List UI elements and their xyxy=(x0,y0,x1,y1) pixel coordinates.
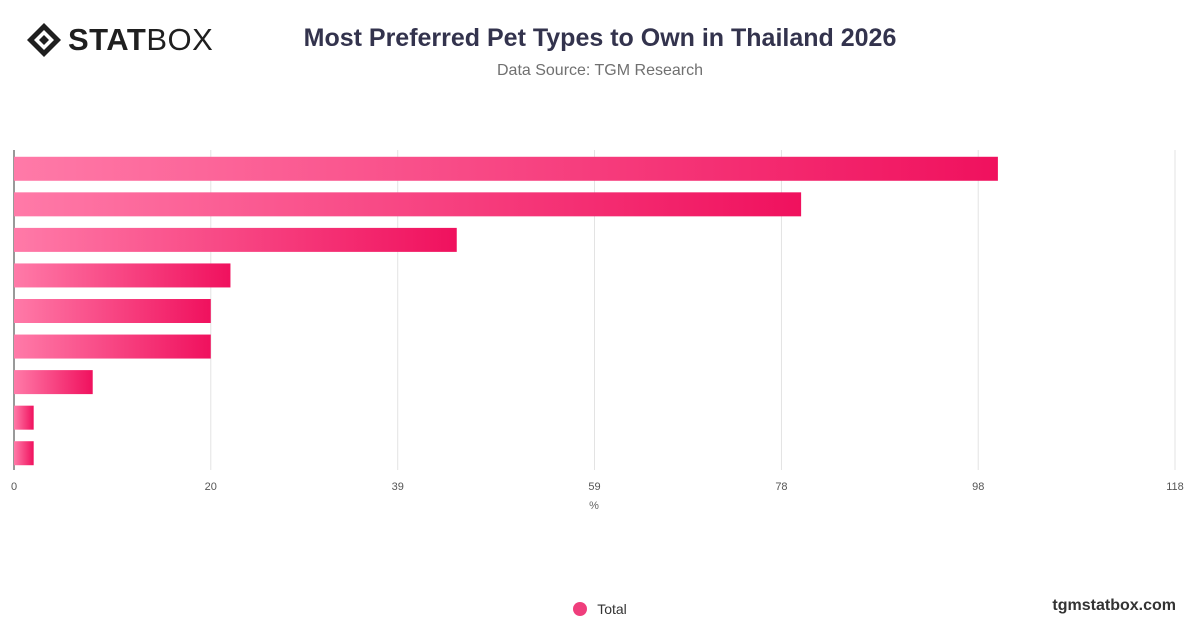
bar[interactable] xyxy=(14,227,457,252)
bar[interactable] xyxy=(14,156,998,181)
statbox-diamond-icon xyxy=(27,23,61,57)
bar[interactable] xyxy=(14,299,211,323)
bar[interactable] xyxy=(14,441,34,466)
x-tick-label: 0 xyxy=(11,481,17,493)
statbox-logo: STATBOX xyxy=(26,22,213,58)
legend-marker-icon xyxy=(573,602,588,616)
logo-wordmark: STATBOX xyxy=(68,22,213,58)
chart-title: Most Preferred Pet Types to Own in Thail… xyxy=(303,24,897,52)
chart-subtitle: Data Source: TGM Research xyxy=(496,62,703,79)
bar[interactable] xyxy=(14,192,802,217)
bar[interactable] xyxy=(14,405,34,430)
x-tick-label: 20 xyxy=(205,481,217,493)
x-tick-label: 98 xyxy=(972,481,984,493)
x-tick-label: 118 xyxy=(1166,481,1184,493)
bar[interactable] xyxy=(14,263,231,288)
bar[interactable] xyxy=(14,370,93,395)
x-tick-label: 39 xyxy=(392,481,404,493)
chart-legend[interactable]: Total xyxy=(0,601,1200,617)
x-axis-label: % xyxy=(589,500,599,512)
bar[interactable] xyxy=(14,334,211,359)
logo-wordmark-light: BOX xyxy=(146,22,214,57)
logo-wordmark-bold: STAT xyxy=(68,22,147,57)
x-tick-label: 59 xyxy=(588,481,600,493)
x-tick-label: 78 xyxy=(775,481,787,493)
footer-domain: tgmstatbox.com xyxy=(1052,597,1176,614)
legend-label-total: Total xyxy=(597,601,627,617)
